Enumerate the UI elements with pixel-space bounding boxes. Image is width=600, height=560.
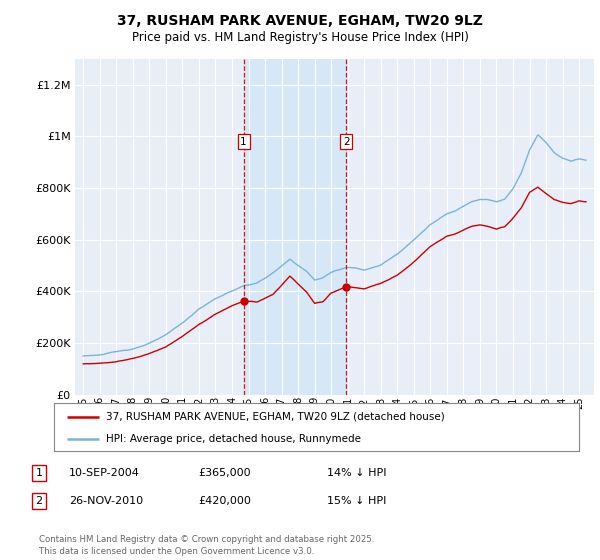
Text: £420,000: £420,000 — [198, 496, 251, 506]
Text: 1: 1 — [35, 468, 43, 478]
Text: 14% ↓ HPI: 14% ↓ HPI — [327, 468, 386, 478]
Text: 1: 1 — [240, 137, 247, 147]
Text: 37, RUSHAM PARK AVENUE, EGHAM, TW20 9LZ: 37, RUSHAM PARK AVENUE, EGHAM, TW20 9LZ — [117, 14, 483, 28]
Bar — [244, 59, 346, 395]
Text: £365,000: £365,000 — [198, 468, 251, 478]
Text: HPI: Average price, detached house, Runnymede: HPI: Average price, detached house, Runn… — [107, 434, 361, 444]
Text: Price paid vs. HM Land Registry's House Price Index (HPI): Price paid vs. HM Land Registry's House … — [131, 31, 469, 44]
Text: 10-SEP-2004: 10-SEP-2004 — [69, 468, 140, 478]
Text: Contains HM Land Registry data © Crown copyright and database right 2025.
This d: Contains HM Land Registry data © Crown c… — [39, 535, 374, 556]
Text: 26-NOV-2010: 26-NOV-2010 — [69, 496, 143, 506]
Text: 2: 2 — [343, 137, 349, 147]
Text: 15% ↓ HPI: 15% ↓ HPI — [327, 496, 386, 506]
Text: 2: 2 — [35, 496, 43, 506]
Text: 37, RUSHAM PARK AVENUE, EGHAM, TW20 9LZ (detached house): 37, RUSHAM PARK AVENUE, EGHAM, TW20 9LZ … — [107, 412, 445, 422]
